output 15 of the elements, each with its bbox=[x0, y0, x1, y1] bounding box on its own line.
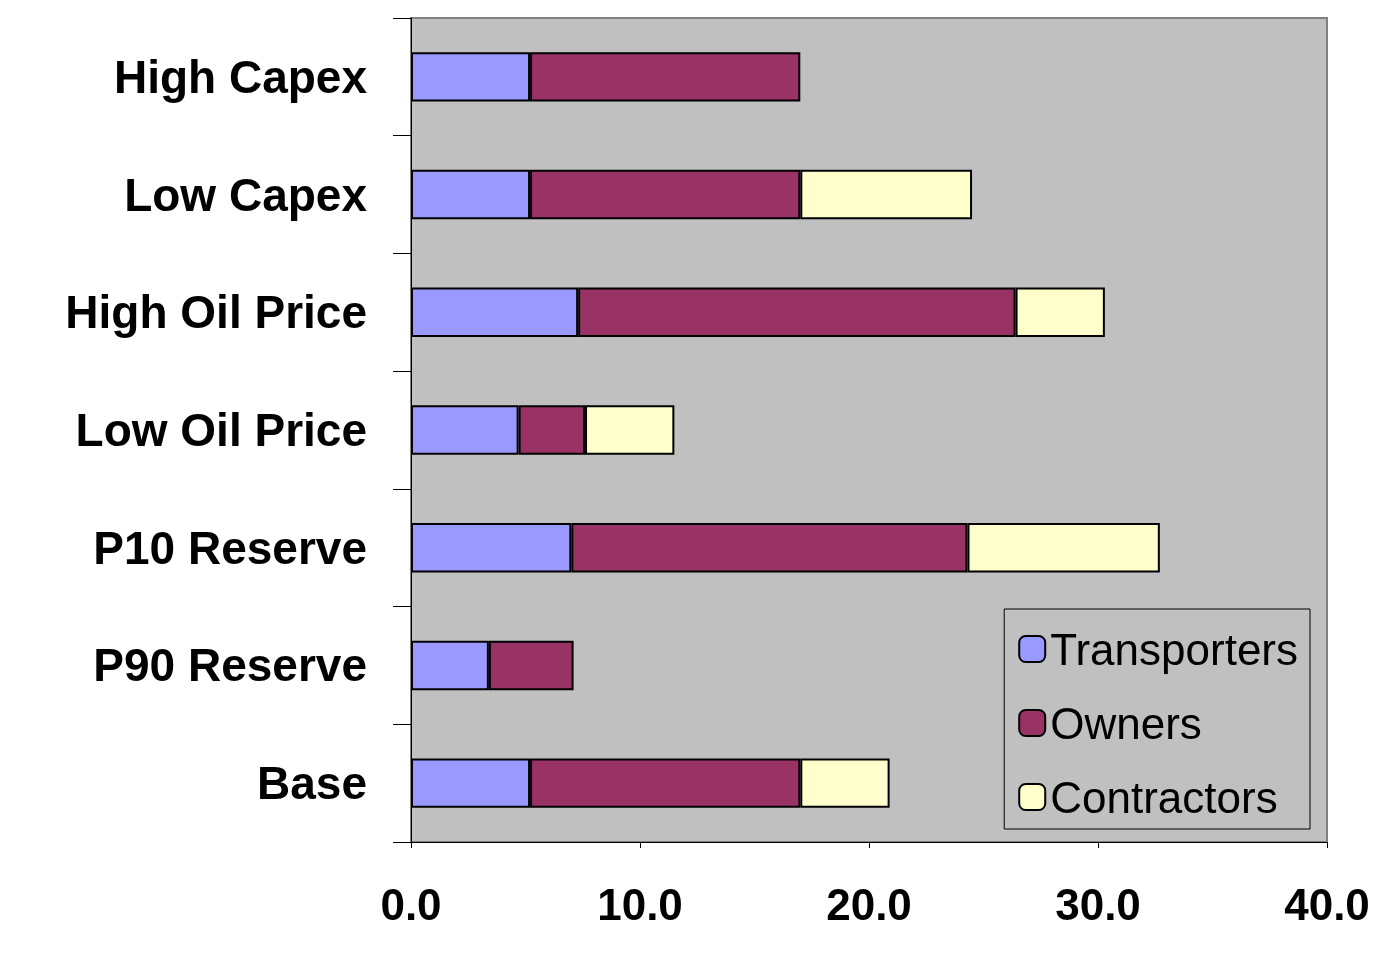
y-tick-label: High Oil Price bbox=[65, 286, 367, 339]
legend-label: Owners bbox=[1050, 698, 1202, 748]
y-tick-label: P10 Reserve bbox=[93, 521, 367, 574]
x-tick-label: 10.0 bbox=[597, 879, 683, 929]
x-tick-label: 30.0 bbox=[1055, 879, 1141, 929]
legend-label: Transporters bbox=[1050, 624, 1298, 674]
y-tick-label: Low Capex bbox=[124, 168, 368, 221]
legend-label: Contractors bbox=[1050, 772, 1278, 822]
x-tick-label: 0.0 bbox=[380, 879, 442, 929]
x-tick-label: 40.0 bbox=[1284, 879, 1370, 929]
x-tick-label: 20.0 bbox=[826, 879, 912, 929]
y-tick-label: Base bbox=[257, 757, 367, 810]
y-tick-label: Low Oil Price bbox=[75, 404, 367, 456]
y-tick-label: P90 Reserve bbox=[93, 639, 367, 692]
y-tick-label: High Capex bbox=[113, 50, 368, 103]
